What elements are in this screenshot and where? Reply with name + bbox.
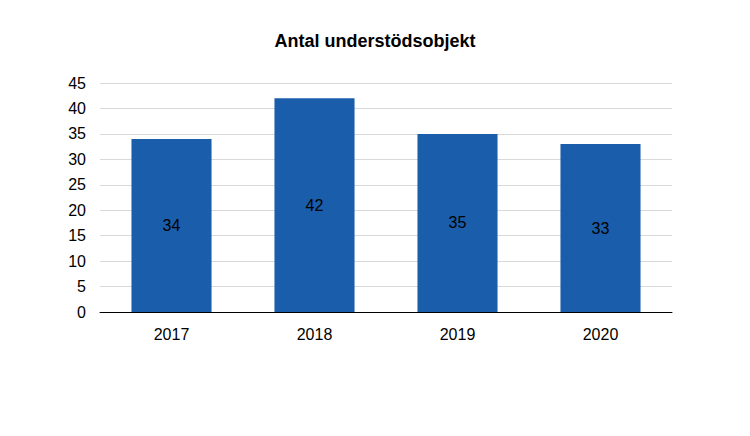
- svg-text:15: 15: [68, 227, 86, 244]
- svg-text:2018: 2018: [297, 326, 333, 343]
- svg-text:34: 34: [163, 217, 181, 234]
- svg-text:2020: 2020: [583, 326, 619, 343]
- svg-text:40: 40: [68, 100, 86, 117]
- svg-text:2019: 2019: [440, 326, 476, 343]
- svg-text:20: 20: [68, 202, 86, 219]
- svg-text:35: 35: [449, 214, 467, 231]
- svg-text:2017: 2017: [154, 326, 190, 343]
- svg-text:35: 35: [68, 125, 86, 142]
- svg-text:25: 25: [68, 176, 86, 193]
- svg-text:33: 33: [592, 220, 610, 237]
- svg-text:10: 10: [68, 253, 86, 270]
- svg-text:5: 5: [77, 278, 86, 295]
- svg-text:45: 45: [68, 75, 86, 92]
- svg-text:42: 42: [306, 197, 324, 214]
- svg-text:0: 0: [77, 304, 86, 321]
- svg-text:Antal understödsobjekt: Antal understödsobjekt: [274, 31, 475, 51]
- svg-text:30: 30: [68, 151, 86, 168]
